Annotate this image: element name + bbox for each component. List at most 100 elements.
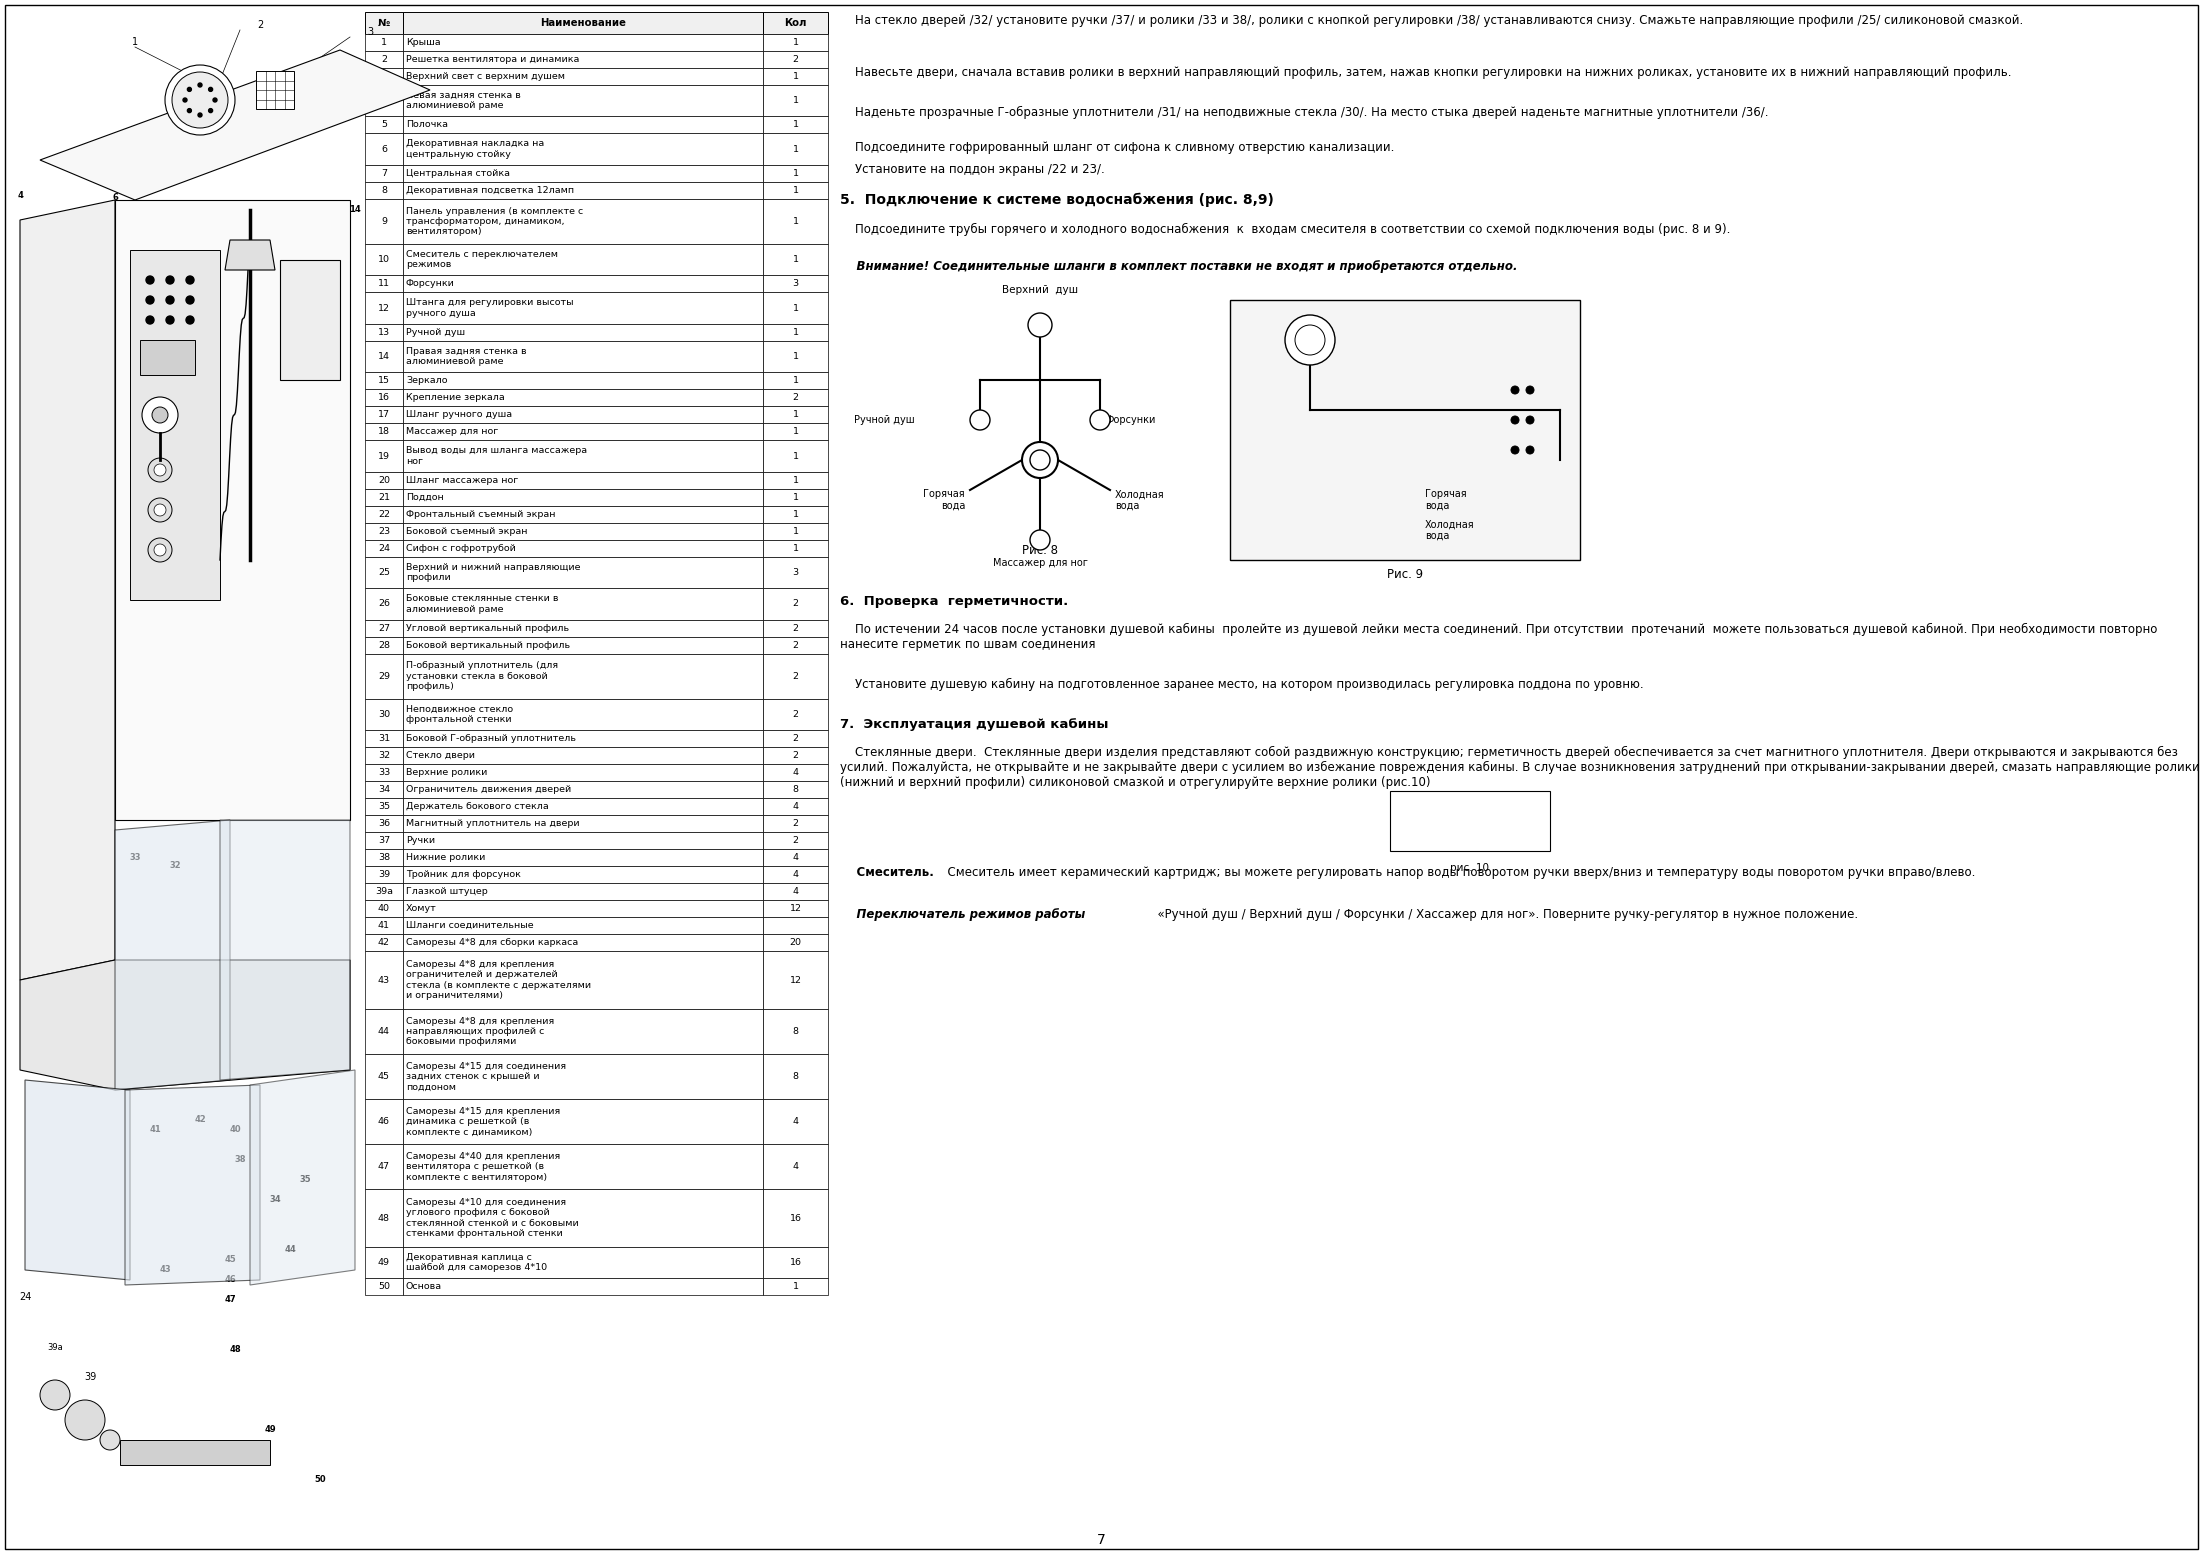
Text: 1: 1 xyxy=(793,145,797,154)
Bar xyxy=(403,1189,762,1246)
Text: 26: 26 xyxy=(119,796,130,805)
Text: 1: 1 xyxy=(793,452,797,460)
Bar xyxy=(403,831,762,848)
Bar xyxy=(366,134,403,165)
Circle shape xyxy=(1527,446,1533,454)
Text: 32: 32 xyxy=(379,751,390,760)
Bar xyxy=(762,866,828,883)
Text: 8: 8 xyxy=(223,264,227,272)
Text: 29: 29 xyxy=(189,783,200,793)
Text: 1: 1 xyxy=(793,427,797,437)
Bar xyxy=(130,250,220,600)
Text: Форсунки: Форсунки xyxy=(405,280,454,289)
Text: Сифон с гофротрубой: Сифон с гофротрубой xyxy=(405,544,516,553)
Text: Холодная
вода: Холодная вода xyxy=(1115,490,1165,511)
Text: 15: 15 xyxy=(324,315,335,325)
Text: 1: 1 xyxy=(793,71,797,81)
Polygon shape xyxy=(225,239,275,270)
Text: 2: 2 xyxy=(258,20,262,30)
Bar xyxy=(403,292,762,323)
Bar xyxy=(366,472,403,490)
Text: Левая задняя стенка в
алюминиевой раме: Левая задняя стенка в алюминиевой раме xyxy=(405,92,520,110)
Bar xyxy=(403,440,762,472)
Bar xyxy=(366,51,403,68)
Text: 40: 40 xyxy=(229,1125,240,1134)
Text: Глазкой штуцер: Глазкой штуцер xyxy=(405,887,487,897)
Text: 2: 2 xyxy=(793,671,797,681)
Text: 30: 30 xyxy=(205,783,216,793)
Bar xyxy=(403,917,762,934)
Text: Массажер для ног: Массажер для ног xyxy=(994,558,1088,569)
Circle shape xyxy=(1029,312,1053,337)
Bar xyxy=(366,816,403,831)
Text: 44: 44 xyxy=(284,1245,295,1254)
Bar xyxy=(403,373,762,390)
Bar xyxy=(762,85,828,117)
Text: Декоративная накладка на
центральную стойку: Декоративная накладка на центральную сто… xyxy=(405,140,544,159)
Bar xyxy=(366,165,403,182)
Text: Смеситель с переключателем
режимов: Смеситель с переключателем режимов xyxy=(405,250,557,269)
Bar xyxy=(366,699,403,730)
Text: 46: 46 xyxy=(225,1276,236,1285)
Circle shape xyxy=(1022,441,1057,479)
Circle shape xyxy=(145,277,154,284)
Text: 39: 39 xyxy=(379,870,390,880)
Circle shape xyxy=(198,113,203,117)
Text: Подсоедините трубы горячего и холодного водоснабжения  к  входам смесителя в соо: Подсоедините трубы горячего и холодного … xyxy=(839,224,1729,236)
Circle shape xyxy=(40,1380,70,1409)
Bar xyxy=(403,637,762,654)
Text: 28: 28 xyxy=(379,640,390,650)
Bar xyxy=(366,637,403,654)
Bar xyxy=(366,934,403,951)
Text: Шланги соединительные: Шланги соединительные xyxy=(405,922,533,931)
Text: Установите на поддон экраны /22 и 23/.: Установите на поддон экраны /22 и 23/. xyxy=(839,163,1104,176)
Bar xyxy=(762,951,828,1009)
Text: 36: 36 xyxy=(379,819,390,828)
Text: 9: 9 xyxy=(225,351,231,359)
Text: 47: 47 xyxy=(379,1162,390,1172)
Bar xyxy=(366,1189,403,1246)
Bar xyxy=(403,730,762,747)
Text: Подсоедините гофрированный шланг от сифона к сливному отверстию канализации.: Подсоедините гофрированный шланг от сифо… xyxy=(839,141,1394,154)
Text: 38: 38 xyxy=(198,1055,211,1064)
Text: 10: 10 xyxy=(379,255,390,264)
Text: 1: 1 xyxy=(793,1282,797,1291)
Bar xyxy=(366,539,403,556)
Text: 39a: 39a xyxy=(375,887,392,897)
Text: Переключатель режимов работы: Переключатель режимов работы xyxy=(839,908,1086,922)
Text: Саморезы 4*15 для крепления
динамика с решеткой (в
комплекте с динамиком): Саморезы 4*15 для крепления динамика с р… xyxy=(405,1106,560,1136)
Circle shape xyxy=(148,458,172,482)
Circle shape xyxy=(185,315,194,323)
Text: Саморезы 4*8 для сборки каркаса: Саморезы 4*8 для сборки каркаса xyxy=(405,939,577,946)
Text: Наименование: Наименование xyxy=(540,19,626,28)
Bar xyxy=(762,117,828,134)
Text: 46: 46 xyxy=(379,1117,390,1127)
Bar xyxy=(762,1099,828,1144)
Text: 2: 2 xyxy=(793,751,797,760)
Circle shape xyxy=(165,315,174,323)
Text: 24: 24 xyxy=(20,1291,31,1302)
Text: Боковой Г-образный уплотнитель: Боковой Г-образный уплотнитель xyxy=(405,733,575,743)
Bar xyxy=(403,620,762,637)
Circle shape xyxy=(154,503,165,516)
Text: 3: 3 xyxy=(793,567,797,577)
Circle shape xyxy=(198,82,203,87)
Bar xyxy=(762,165,828,182)
Text: 33: 33 xyxy=(379,768,390,777)
Bar xyxy=(762,292,828,323)
Text: По истечении 24 часов после установки душевой кабины  пролейте из душевой лейки : По истечении 24 часов после установки ду… xyxy=(839,623,2157,651)
Text: 45: 45 xyxy=(225,1256,236,1265)
Bar xyxy=(366,730,403,747)
Text: 22: 22 xyxy=(379,510,390,519)
Text: 13: 13 xyxy=(379,328,390,337)
Text: 1: 1 xyxy=(793,303,797,312)
Text: 4: 4 xyxy=(381,96,388,106)
Circle shape xyxy=(148,497,172,522)
Bar xyxy=(366,406,403,423)
Circle shape xyxy=(209,109,214,112)
Bar xyxy=(762,423,828,440)
Bar xyxy=(762,34,828,51)
Bar xyxy=(366,292,403,323)
Text: 19: 19 xyxy=(379,452,390,460)
Text: 3: 3 xyxy=(793,280,797,289)
